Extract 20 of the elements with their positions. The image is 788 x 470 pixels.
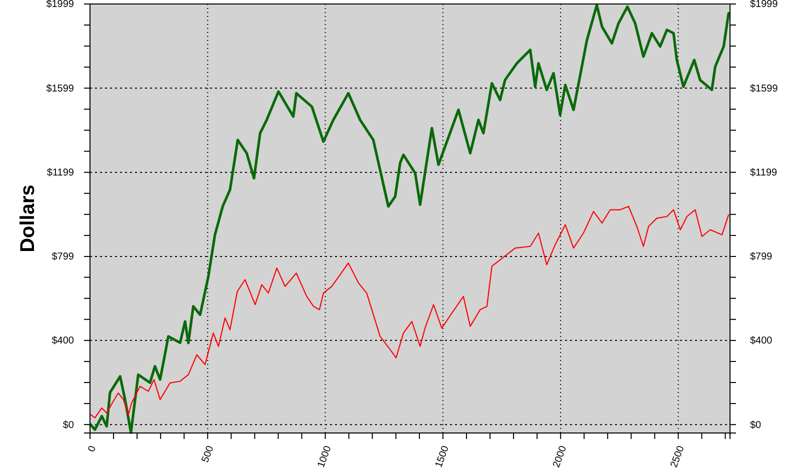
x-tick-label: 1000 — [316, 444, 334, 470]
y-tick-label: $799 — [52, 252, 74, 263]
y-axis-title: Dollars — [17, 184, 39, 252]
y2-tick-label: $1999 — [750, 0, 778, 10]
y2-tick-label: $1199 — [750, 168, 778, 179]
x-tick-label: 2500 — [668, 444, 687, 470]
x-tick-label: 500 — [200, 444, 216, 464]
y-tick-label: $0 — [62, 420, 74, 431]
y-tick-label: $400 — [52, 336, 74, 347]
y2-tick-label: $0 — [750, 420, 762, 431]
y2-tick-label: $799 — [750, 252, 773, 263]
y-tick-label: $1999 — [46, 0, 74, 10]
x-tick-label: 0 — [86, 444, 99, 454]
line-series — [90, 206, 730, 418]
y2-tick-label: $1599 — [750, 83, 778, 94]
y-tick-label: $1199 — [46, 168, 74, 179]
y2-tick-label: $400 — [750, 336, 773, 347]
x-tick-label: 1500 — [434, 444, 452, 470]
x-tick-label: 2000 — [551, 444, 570, 470]
y-tick-label: $1599 — [46, 83, 74, 94]
